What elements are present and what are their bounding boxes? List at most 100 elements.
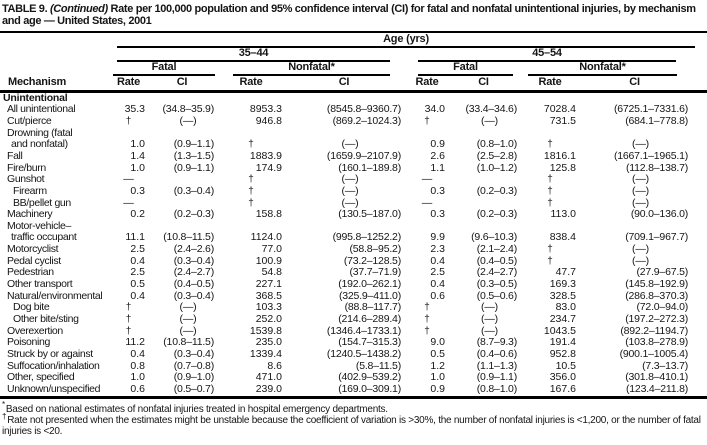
table-row: Pedestrian 2.5 (2.4–2.7) 54.8 (37.7–71.9) 2.5… xyxy=(0,267,707,279)
rate-cell: 158.8 xyxy=(255,208,282,221)
ci-cell: (2.4–2.7) xyxy=(173,266,214,279)
rate-cell: 0.4 xyxy=(130,254,145,267)
ci-cell: (72.0–94.0) xyxy=(636,301,689,314)
mechanism-label: Suffocation/inhalation xyxy=(7,359,100,372)
ci-cell: (2.1–2.4) xyxy=(476,243,517,256)
ci-cell: (0.9–1.0) xyxy=(173,371,214,384)
table-row: Motor-vehicle– traffic occupant 11.1 (10.8–… xyxy=(0,219,707,244)
rate-cell: 0.3 xyxy=(130,184,145,197)
rate-cell: † xyxy=(424,314,430,326)
ci-cell: (160.1–189.8) xyxy=(338,161,401,174)
ci-cell: (1.0–1.2) xyxy=(476,161,517,174)
rate-cell: 8953.3 xyxy=(249,103,282,116)
statistics-table: Age (yrs) 35–44 45–54 Fatal Nonfatal* Fa… xyxy=(0,33,707,399)
ci-cell: (—) xyxy=(341,138,359,151)
ci-column-header: CI xyxy=(150,75,220,93)
rate-cell: † xyxy=(547,139,553,151)
ci-cell: (0.8–1.0) xyxy=(476,138,517,151)
rate-cell: 2.6 xyxy=(430,149,445,162)
table-title-continued: (Continued) xyxy=(49,3,108,15)
mechanism-label: Cut/pierce xyxy=(7,114,52,127)
ci-cell: (—) xyxy=(481,114,498,127)
ci-column-header: CI xyxy=(287,75,409,93)
ci-cell: (—) xyxy=(632,254,649,267)
ci-cell: (0.7–0.8) xyxy=(173,359,214,372)
table-body: Unintentional All unintentional 35.3 (34.8–… xyxy=(0,91,707,397)
rate-cell: 0.8 xyxy=(130,359,145,372)
fatal-header-35-44: Fatal xyxy=(113,61,215,76)
ci-cell: (112.8–138.7) xyxy=(626,161,689,174)
footnotes: *Based on national estimates of nonfatal… xyxy=(0,401,707,438)
rate-cell: 838.4 xyxy=(549,231,576,244)
rate-cell: † xyxy=(547,255,553,267)
rate-cell: 0.6 xyxy=(130,383,145,395)
rate-cell: 0.3 xyxy=(430,184,445,197)
footnote-asterisk: *Based on national estimates of nonfatal… xyxy=(2,401,705,415)
ci-cell: (90.0–136.0) xyxy=(630,208,689,221)
footnote-marker: * xyxy=(2,400,5,410)
ci-cell: (1.3–1.5) xyxy=(173,149,214,162)
ci-cell: (34.8–35.9) xyxy=(162,103,214,116)
rate-cell: 952.8 xyxy=(549,348,576,361)
rate-cell: 1.0 xyxy=(130,161,145,174)
rate-cell: 1043.5 xyxy=(543,324,576,337)
rate-cell: 0.2 xyxy=(130,208,145,221)
rate-cell: 9.9 xyxy=(430,231,445,244)
rate-cell: † xyxy=(424,325,430,337)
mechanism-label: Fall xyxy=(7,149,23,162)
age-group-45-54: 45–54 xyxy=(418,47,677,62)
ci-cell: (301.8–410.1) xyxy=(625,371,689,384)
table-title-text: Rate per 100,000 population and 95% conf… xyxy=(2,3,696,27)
ci-cell: (—) xyxy=(341,184,359,197)
rate-cell: 125.8 xyxy=(549,161,576,174)
rate-cell: 0.3 xyxy=(430,208,445,221)
mechanism-label: Unintentional xyxy=(3,91,68,104)
table-row: Dog bite † (—) 103.3 (88.8–117.7) † (—) 83.0 (72… xyxy=(0,302,707,314)
rate-cell: 356.0 xyxy=(549,371,576,384)
table-row: Natural/environmental 0.4 (0.3–0.4) 368.5 (3… xyxy=(0,290,707,303)
ci-cell: (995.8–1252.2) xyxy=(332,231,402,244)
rate-cell: † xyxy=(547,197,553,209)
rate-cell: 2.3 xyxy=(430,243,445,256)
ci-cell: (0.3–0.4) xyxy=(173,254,214,267)
ci-cell: (—) xyxy=(481,313,498,326)
ci-cell: (—) xyxy=(632,173,649,186)
mechanism-label: Motor-vehicle– traffic occupant xyxy=(7,219,77,244)
rate-cell: 113.0 xyxy=(550,208,577,221)
ci-cell: (—) xyxy=(341,196,359,209)
rate-cell: 100.9 xyxy=(255,254,282,267)
rate-cell: 7028.4 xyxy=(543,103,576,116)
ci-cell: (0.9–1.1) xyxy=(173,161,214,174)
mechanism-label: Unknown/unspecified xyxy=(7,383,101,395)
rate-cell: 731.5 xyxy=(549,114,576,127)
table-row: BB/pellet gun — † (—) — † (—) xyxy=(0,196,707,210)
ci-cell: (709.1–967.7) xyxy=(625,231,689,244)
rate-cell: 1539.8 xyxy=(249,324,282,337)
table-title: TABLE 9. (Continued) Rate per 100,000 po… xyxy=(0,3,707,33)
rate-cell: 252.0 xyxy=(255,313,282,326)
table-title-prefix: TABLE 9. xyxy=(2,3,50,15)
ci-cell: (10.8–11.5) xyxy=(163,231,214,244)
ci-cell: (—) xyxy=(632,243,649,256)
rate-cell: † xyxy=(547,244,553,256)
ci-cell: (—) xyxy=(481,324,498,337)
ci-cell: (169.0–309.1) xyxy=(338,383,401,395)
footnote-marker: † xyxy=(2,411,7,421)
table-row: Overexertion † (—) 1539.8 (1346.4–1733.1) † (—… xyxy=(0,324,707,338)
ci-cell: (73.2–128.5) xyxy=(343,254,401,267)
rate-cell: † xyxy=(125,314,132,326)
ci-cell: (—) xyxy=(179,301,197,314)
ci-cell: (103.8–278.9) xyxy=(625,336,689,349)
rate-cell: 1.2 xyxy=(430,359,445,372)
ci-cell: (—) xyxy=(179,313,197,326)
rate-column-header: Rate xyxy=(409,75,450,93)
footnote-dagger: †Rate not presented when the estimates m… xyxy=(2,411,705,438)
ci-cell: (—) xyxy=(341,173,359,186)
ci-cell: (0.8–1.0) xyxy=(476,383,517,395)
mechanism-label: Pedal cyclist xyxy=(7,254,61,267)
outcome-group-row: Fatal Nonfatal* Fatal Nonfatal* xyxy=(0,61,707,76)
rate-cell: 35.3 xyxy=(124,103,145,116)
rate-cell: 77.0 xyxy=(261,243,282,256)
ci-cell: (0.5–0.7) xyxy=(173,383,214,395)
rate-cell: 471.0 xyxy=(255,371,282,384)
